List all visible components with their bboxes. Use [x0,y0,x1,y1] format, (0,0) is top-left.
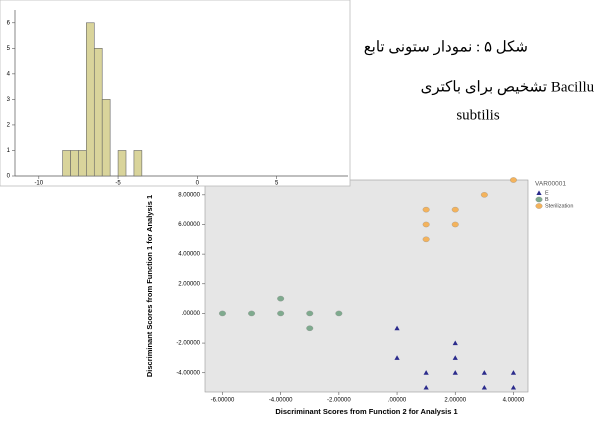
x-axis-label: Discriminant Scores from Function 2 for … [275,407,457,416]
x-tick-label: -10 [34,181,43,187]
point [510,177,517,183]
point [422,221,430,228]
x-tick-label: .00000 [388,398,407,404]
histogram-panel [0,0,351,187]
y-tick-label: 6 [7,20,11,26]
point [306,325,314,332]
y-tick-label: 2.00000 [178,281,200,287]
point [394,325,400,331]
bar [93,48,103,177]
legend-marker [535,203,543,209]
y-tick-label: -4.00000 [176,370,200,376]
point [423,370,429,375]
point [423,384,429,390]
legend-label: Sterilization [545,203,573,209]
legend-label: E [545,190,549,196]
scatter-plot-area [204,179,529,393]
bar [117,150,127,177]
caption-line: شکل ۵ : نمودار ستونی تابع [364,39,528,55]
point [422,206,430,213]
y-tick-label: 4 [7,71,11,77]
y-tick-label: 4.00000 [178,252,200,258]
y-tick-label: 5 [7,46,11,52]
bar [101,99,111,177]
point [451,206,459,213]
x-tick-label: -5 [115,181,121,187]
point [481,384,487,390]
point [277,310,285,317]
legend-title: VAR00001 [535,181,566,188]
legend-marker [535,196,543,203]
y-tick-label: 1 [7,148,11,154]
y-tick-label: .00000 [182,311,201,317]
bar [86,22,95,177]
point [452,340,458,346]
x-tick-label: 4.00000 [503,398,525,404]
legend-marker [536,190,542,195]
bar [62,150,71,177]
bar [78,150,87,177]
x-tick-label: -4.00000 [269,398,293,404]
point [219,310,226,317]
scatter-chart: -4.00000 -2.00000 .00000 2.00000 4.00000 6.00… [145,177,573,416]
point [510,370,517,375]
point [277,295,285,302]
point [510,384,517,390]
y-tick-label: 3 [7,97,11,103]
point [248,310,256,317]
point [422,236,430,243]
y-tick-label: 8.00000 [178,192,200,198]
y-tick-label: -2.00000 [176,341,200,347]
x-tick-label: -2.00000 [327,398,351,404]
point [306,310,314,317]
x-tick-label: 0 [196,181,200,187]
y-tick-label: 6.00000 [178,222,200,228]
point [451,221,459,228]
bar [133,150,143,177]
x-tick-label: 2.00000 [444,398,466,404]
x-tick-label: 5 [275,181,279,187]
histogram-chart: 0 1 2 3 4 5 6 -10 -5 0 5 [7,10,348,187]
point [481,370,487,375]
legend-label: B [545,197,549,203]
y-axis-label: Discriminant Scores from Function 1 for … [145,195,154,377]
point [335,310,343,317]
x-tick-label: -6.00000 [211,398,235,404]
y-tick-label: 0 [7,174,11,180]
point [480,192,488,198]
bar [70,150,79,177]
y-tick-label: 2 [7,123,11,129]
point [394,355,400,360]
point [452,370,458,375]
point [452,355,458,360]
caption-line: subtilis [456,107,500,123]
